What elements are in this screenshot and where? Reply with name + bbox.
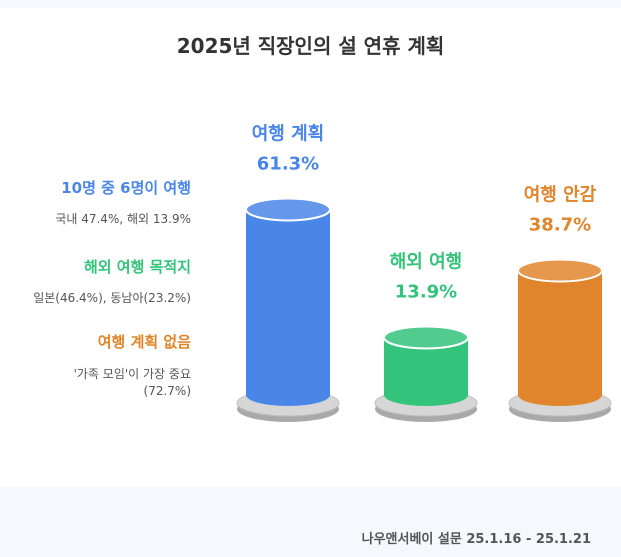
bar-2 (518, 270, 602, 395)
value-label-0: 61.3% (257, 153, 319, 174)
value-label-2: 38.7% (529, 215, 591, 236)
bar-top-0 (245, 197, 331, 222)
bar-top-1 (383, 325, 469, 350)
bar-top-2 (517, 258, 603, 283)
bar-bottom-0 (246, 384, 330, 406)
source-label: 나우앤서베이 설문 25.1.16 - 25.1.21 (361, 532, 591, 547)
note-heading-overseas: 해외 여행 목적지 (83, 258, 191, 276)
note-heading-no-travel: 여행 계획 없음 (97, 333, 191, 351)
category-label-0: 여행 계획 (252, 123, 325, 144)
note-text-travel: 국내 47.4%, 해외 13.9% (55, 212, 191, 226)
category-label-2: 여행 안감 (524, 185, 597, 206)
bar-bottom-1 (384, 384, 468, 406)
note-text-overseas: 일본(46.4%), 동남아(23.2%) (33, 291, 191, 305)
category-label-1: 해외 여행 (390, 251, 463, 272)
note-text-no-travel-pct: (72.7%) (143, 384, 191, 398)
note-text-no-travel: '가족 모임'이 가장 중요 (73, 367, 191, 381)
value-label-1: 13.9% (395, 281, 457, 302)
footer-band (0, 487, 621, 557)
chart-title: 2025년 직장인의 설 연휴 계획 (176, 34, 445, 58)
top-strip (0, 0, 621, 8)
bar-0 (246, 209, 330, 395)
note-heading-travel: 10명 중 6명이 여행 (61, 179, 191, 197)
bar-bottom-2 (518, 384, 602, 406)
